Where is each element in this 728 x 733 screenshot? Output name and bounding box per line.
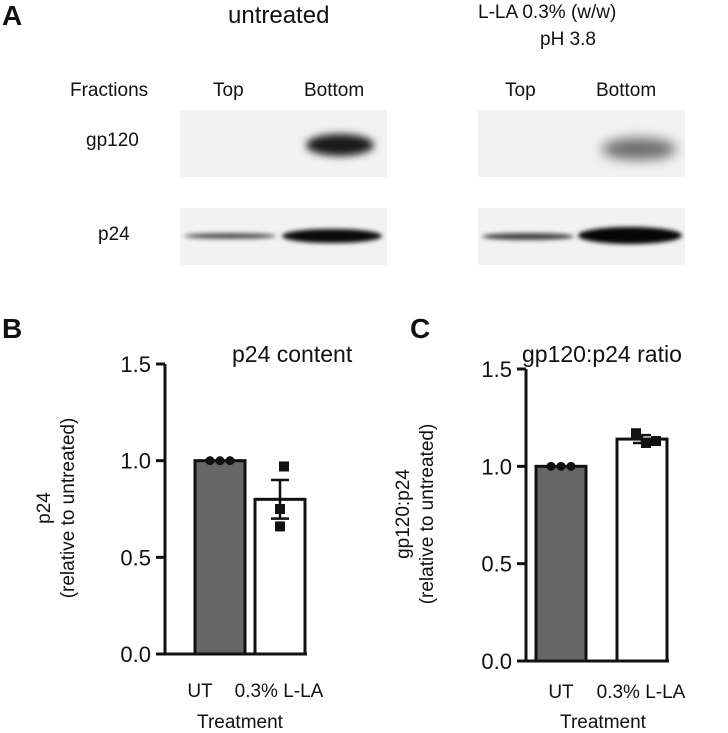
y-tick-label: 0.5 <box>120 545 151 570</box>
bar <box>193 459 247 656</box>
panel-label-a: A <box>2 0 23 31</box>
condition-untreated: untreated <box>228 2 330 29</box>
y-tick-label: 1.5 <box>481 357 512 382</box>
category-label: UT <box>187 681 213 702</box>
y-axis-label: p24 <box>34 492 55 524</box>
band-gp120-bottom-lla <box>602 138 676 160</box>
condition-lla: L-LA 0.3% (w/w) <box>478 2 617 23</box>
panel-label-c: C <box>410 313 431 344</box>
data-point <box>566 461 576 471</box>
chart-title: gp120:p24 ratio <box>522 341 682 367</box>
y-axis-label-sub: (relative to untreated) <box>417 424 438 605</box>
y-axis-label: gp120:p24 <box>393 469 414 559</box>
row-label-gp120: gp120 <box>86 130 139 151</box>
data-point <box>641 437 651 448</box>
data-point <box>279 461 289 472</box>
chart-title: p24 content <box>232 341 353 367</box>
y-tick-label: 0.0 <box>120 642 151 667</box>
y-tick-label: 1.5 <box>120 352 151 377</box>
bar <box>615 437 669 663</box>
data-point <box>275 521 285 532</box>
data-point <box>651 436 661 447</box>
bar <box>534 464 588 663</box>
data-point <box>556 461 566 471</box>
data-point <box>275 504 285 514</box>
band-p24-top-untreated <box>184 233 276 239</box>
fractions-label: Fractions <box>70 80 149 101</box>
fraction-top-lla: Top <box>505 80 536 101</box>
band-p24-bottom-untreated <box>282 229 382 243</box>
data-point <box>631 428 641 439</box>
band-p24-bottom-lla <box>578 227 682 244</box>
data-point <box>215 456 225 466</box>
row-label-p24: p24 <box>98 224 130 245</box>
category-label: UT <box>548 682 574 703</box>
y-tick-label: 0.5 <box>481 552 512 577</box>
condition-ph: pH 3.8 <box>540 29 596 50</box>
data-point <box>546 461 556 471</box>
data-point <box>225 456 235 466</box>
y-tick-label: 0.0 <box>481 649 512 674</box>
blot-gp120-lla <box>478 110 685 177</box>
data-point <box>205 456 215 466</box>
panel-label-b: B <box>2 313 23 344</box>
y-axis-label-sub: (relative to untreated) <box>58 418 79 599</box>
blot-p24-untreated <box>180 208 387 265</box>
band-gp120-bottom-untreated <box>306 134 374 156</box>
category-label: 0.3% L-LA <box>597 682 686 703</box>
fraction-top-untreated: Top <box>213 80 244 101</box>
x-axis-label: Treatment <box>560 712 647 733</box>
x-axis-label: Treatment <box>197 712 284 733</box>
category-label: 0.3% L-LA <box>235 681 324 702</box>
fraction-bottom-untreated: Bottom <box>304 80 365 101</box>
fraction-bottom-lla: Bottom <box>596 80 657 101</box>
y-tick-label: 1.0 <box>481 454 512 479</box>
band-p24-top-lla <box>482 233 574 240</box>
blot-gp120-untreated <box>180 110 387 177</box>
y-tick-label: 1.0 <box>120 449 151 474</box>
blot-p24-lla <box>478 208 685 265</box>
